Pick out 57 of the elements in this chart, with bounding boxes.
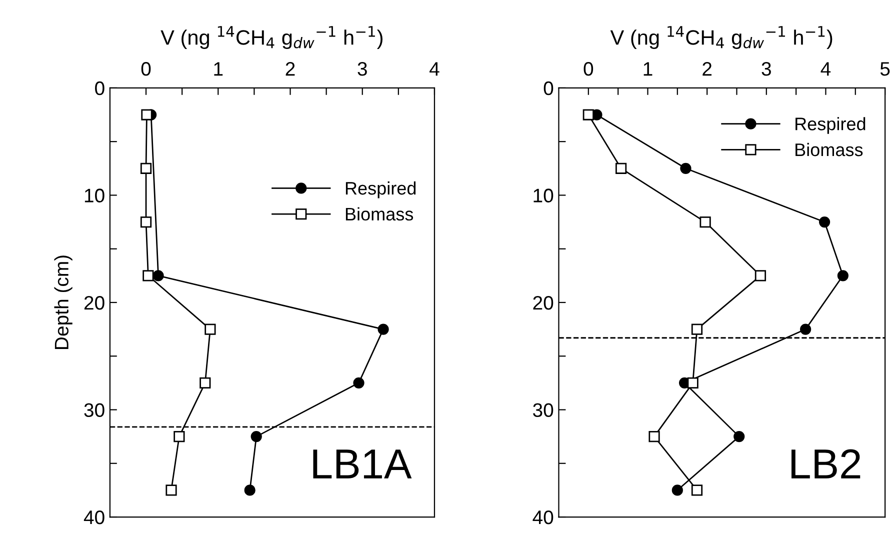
x-tick-label: 2: [286, 62, 295, 76]
point: [672, 484, 683, 496]
x-tick-label: 5: [880, 62, 890, 76]
point: [691, 484, 703, 496]
point: [200, 377, 211, 388]
x-tick-label: 1: [214, 62, 223, 76]
point: [353, 377, 364, 388]
point: [140, 216, 152, 228]
point: [582, 109, 594, 120]
point: [244, 484, 256, 496]
point: [174, 431, 185, 442]
point: [166, 484, 177, 496]
legend-label: Biomass: [346, 207, 414, 221]
point: [691, 324, 703, 335]
point: [648, 431, 660, 442]
x-tick-label: 3: [358, 62, 367, 76]
point: [800, 324, 812, 335]
y-tick-label: 10: [534, 188, 554, 202]
legend-label: Respired: [346, 181, 416, 198]
x-tick-label: 4: [430, 62, 440, 76]
point: [250, 431, 262, 442]
point: [734, 431, 745, 442]
y-tick-label: 0: [544, 81, 554, 96]
legend-label: Respired: [796, 117, 866, 134]
point: [754, 270, 766, 282]
x-tick-label: 0: [141, 62, 151, 76]
point: [818, 216, 830, 228]
text: V (ng $^{14}$CH$_{4}$ g$_{dw}$$^{−1}$ h$^{−1}$): [610, 26, 832, 49]
y-tick-label: 40: [84, 510, 104, 524]
y-tick-label: 30: [84, 403, 104, 417]
point: [378, 324, 389, 335]
point: [140, 162, 152, 174]
y-tick-label: 40: [532, 510, 554, 524]
point: [142, 270, 154, 282]
y-tick-label: 20: [533, 296, 554, 310]
annotation: LB1A: [313, 450, 412, 478]
text: V (ng $^{14}$CH$_{4}$ g$_{dw}$$^{−1}$ h$^{−1}$): [160, 26, 382, 49]
point: [141, 109, 152, 120]
y-tick-label: 10: [84, 188, 104, 202]
x-tick-label: 3: [762, 62, 771, 76]
point: [687, 377, 698, 388]
point: [837, 270, 848, 282]
x-tick-label: 4: [820, 62, 831, 76]
annotation: LB2: [792, 449, 860, 478]
x-tick-label: 0: [584, 62, 594, 76]
point: [680, 162, 692, 174]
y-tick-label: 20: [84, 296, 104, 310]
y-tick-label: 0: [95, 81, 104, 96]
point: [615, 162, 627, 174]
y-tick-label: 30: [533, 403, 554, 417]
x-tick-label: 1: [644, 62, 652, 76]
y-axis-title: Depth (cm): [54, 256, 72, 349]
point: [152, 270, 164, 282]
point: [700, 216, 711, 228]
point: [204, 324, 216, 335]
legend-label: Biomass: [796, 142, 863, 156]
x-tick-label: 2: [702, 62, 712, 76]
